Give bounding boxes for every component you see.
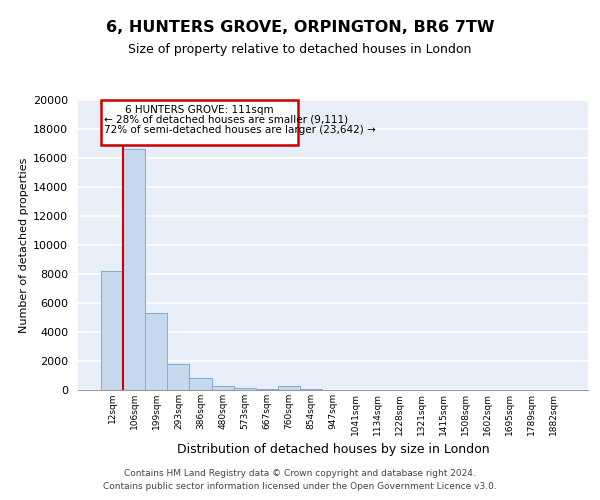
Text: Contains HM Land Registry data © Crown copyright and database right 2024.: Contains HM Land Registry data © Crown c…: [124, 469, 476, 478]
Text: 6, HUNTERS GROVE, ORPINGTON, BR6 7TW: 6, HUNTERS GROVE, ORPINGTON, BR6 7TW: [106, 20, 494, 36]
X-axis label: Distribution of detached houses by size in London: Distribution of detached houses by size …: [176, 443, 490, 456]
Bar: [233, 388, 256, 390]
Bar: [123, 150, 145, 390]
Bar: [101, 271, 123, 390]
Bar: [145, 313, 167, 390]
Text: 6 HUNTERS GROVE: 111sqm: 6 HUNTERS GROVE: 111sqm: [125, 105, 274, 115]
FancyBboxPatch shape: [101, 100, 298, 145]
Bar: [212, 386, 233, 390]
Bar: [190, 378, 212, 390]
Text: 72% of semi-detached houses are larger (23,642) →: 72% of semi-detached houses are larger (…: [104, 124, 376, 134]
Bar: [256, 388, 278, 390]
Y-axis label: Number of detached properties: Number of detached properties: [19, 158, 29, 332]
Bar: [167, 364, 190, 390]
Text: ← 28% of detached houses are smaller (9,111): ← 28% of detached houses are smaller (9,…: [104, 114, 349, 124]
Text: Contains public sector information licensed under the Open Government Licence v3: Contains public sector information licen…: [103, 482, 497, 491]
Bar: [300, 389, 322, 390]
Text: Size of property relative to detached houses in London: Size of property relative to detached ho…: [128, 42, 472, 56]
Bar: [278, 386, 300, 390]
